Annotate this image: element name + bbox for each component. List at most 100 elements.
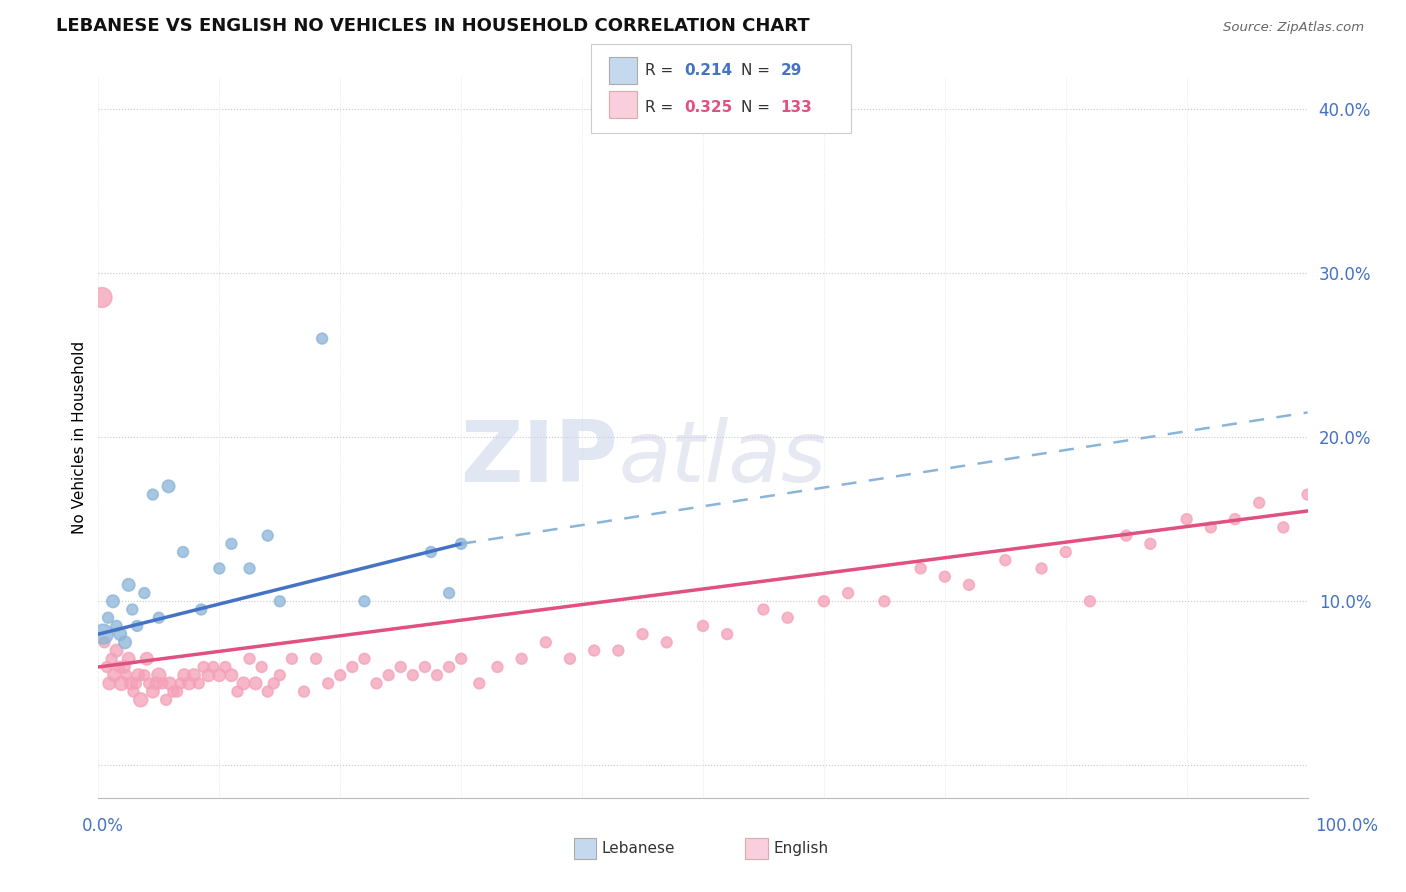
Point	[631, 627, 654, 641]
Point	[437, 660, 460, 674]
Point	[837, 586, 859, 600]
Point	[510, 652, 533, 666]
Point	[353, 594, 375, 608]
Point	[193, 660, 215, 674]
Point	[716, 627, 738, 641]
Point	[173, 668, 195, 682]
Point	[120, 676, 142, 690]
Point	[342, 660, 364, 674]
Point	[145, 676, 167, 690]
Point	[148, 668, 170, 682]
Point	[121, 602, 143, 616]
Point	[311, 332, 333, 346]
Point	[97, 610, 120, 624]
Point	[96, 660, 118, 674]
Point	[607, 643, 630, 657]
Point	[1139, 537, 1161, 551]
Point	[221, 668, 243, 682]
Point	[486, 660, 509, 674]
Point	[269, 668, 291, 682]
Point	[873, 594, 896, 608]
Point	[155, 693, 177, 707]
Point	[91, 627, 114, 641]
Point	[468, 676, 491, 690]
Point	[437, 586, 460, 600]
Point	[305, 652, 328, 666]
Point	[1175, 512, 1198, 526]
Point	[190, 602, 212, 616]
Point	[138, 676, 160, 690]
Point	[776, 610, 799, 624]
Point	[292, 684, 315, 698]
Point	[127, 619, 149, 633]
Point	[127, 668, 149, 682]
Point	[103, 668, 125, 682]
Point	[169, 676, 191, 690]
Point	[316, 676, 339, 690]
Point	[558, 652, 581, 666]
Text: N =: N =	[741, 63, 775, 78]
Point	[115, 668, 138, 682]
Point	[93, 635, 115, 649]
Text: 0.0%: 0.0%	[82, 817, 124, 835]
Text: 29: 29	[780, 63, 801, 78]
Point	[245, 676, 267, 690]
Point	[108, 627, 131, 641]
Point	[134, 586, 156, 600]
Point	[910, 561, 932, 575]
Point	[105, 619, 128, 633]
Text: Source: ZipAtlas.com: Source: ZipAtlas.com	[1223, 21, 1364, 34]
Point	[389, 660, 412, 674]
Point	[152, 676, 174, 690]
Point	[232, 676, 254, 690]
Text: 100.0%: 100.0%	[1316, 817, 1378, 835]
Point	[256, 684, 278, 698]
Point	[813, 594, 835, 608]
Point	[226, 684, 249, 698]
Point	[263, 676, 285, 690]
Text: LEBANESE VS ENGLISH NO VEHICLES IN HOUSEHOLD CORRELATION CHART: LEBANESE VS ENGLISH NO VEHICLES IN HOUSE…	[56, 17, 810, 35]
Point	[208, 561, 231, 575]
Text: 133: 133	[780, 101, 813, 115]
Point	[1115, 528, 1137, 542]
Text: 0.325: 0.325	[685, 101, 733, 115]
Point	[118, 578, 141, 592]
Point	[1199, 520, 1222, 534]
Point	[135, 652, 157, 666]
Point	[583, 643, 606, 657]
Point	[162, 684, 184, 698]
Point	[256, 528, 278, 542]
Point	[202, 660, 225, 674]
Point	[413, 660, 436, 674]
Point	[353, 652, 375, 666]
Point	[655, 635, 678, 649]
Point	[221, 537, 243, 551]
Text: R =: R =	[645, 63, 679, 78]
Point	[142, 487, 165, 501]
Point	[420, 545, 443, 559]
Point	[534, 635, 557, 649]
Point	[166, 684, 188, 698]
Point	[366, 676, 388, 690]
Point	[377, 668, 399, 682]
Text: ZIP: ZIP	[461, 417, 619, 500]
Point	[957, 578, 980, 592]
Point	[197, 668, 219, 682]
Point	[105, 643, 128, 657]
Point	[91, 291, 114, 305]
Point	[1296, 487, 1319, 501]
Point	[1249, 496, 1271, 510]
Point	[134, 668, 156, 682]
Point	[125, 676, 148, 690]
Point	[1272, 520, 1295, 534]
Text: 0.214: 0.214	[685, 63, 733, 78]
Point	[100, 652, 122, 666]
Point	[450, 652, 472, 666]
Point	[269, 594, 291, 608]
Text: English: English	[773, 841, 828, 855]
Point	[98, 676, 121, 690]
Point	[214, 660, 236, 674]
Point	[172, 545, 194, 559]
Point	[129, 693, 152, 707]
Point	[1078, 594, 1101, 608]
